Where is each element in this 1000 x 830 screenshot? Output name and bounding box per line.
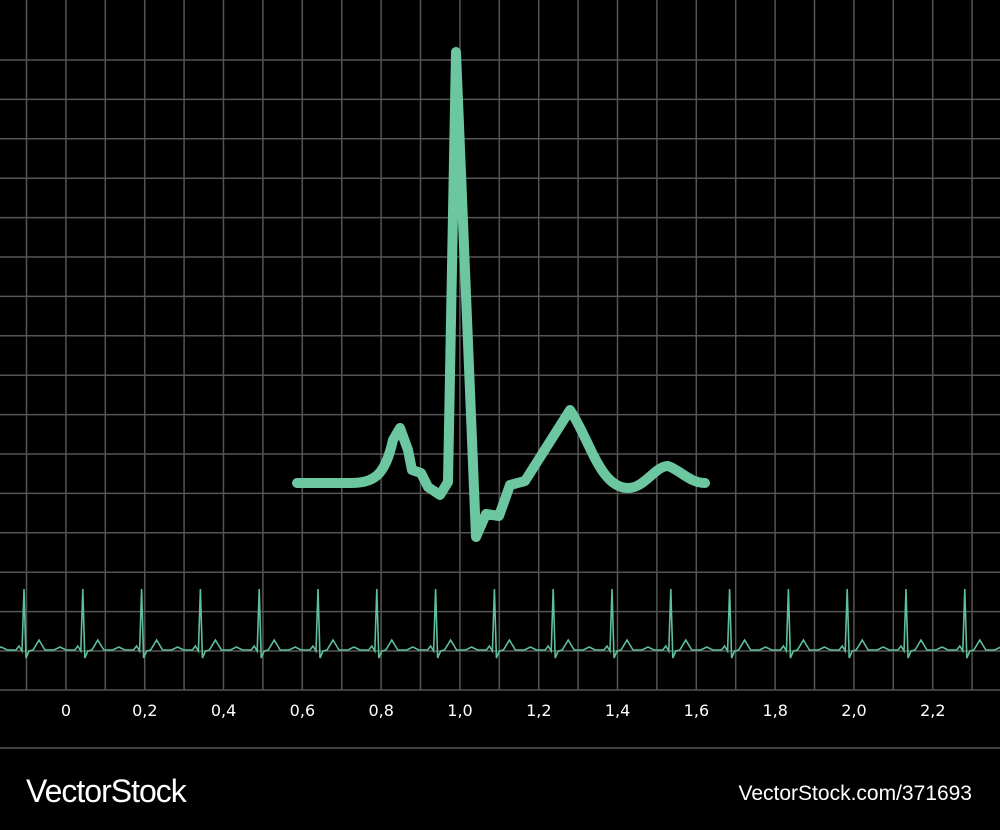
tick-label: 1,0: [447, 701, 472, 720]
ecg-strip: [0, 588, 1000, 659]
tick-label: 2,2: [920, 701, 945, 720]
tick-label: 1,4: [605, 701, 630, 720]
tick-label: 0,2: [132, 701, 157, 720]
brand: VectorStock: [26, 773, 188, 809]
tick-label: 0,6: [290, 701, 315, 720]
tick-label: 0,4: [211, 701, 236, 720]
tick-label: 0: [61, 701, 71, 720]
time-axis: 0 0,2 0,4 0,6 0,8 1,0 1,2 1,4 1,6 1,8 2,0 2,2: [61, 701, 946, 720]
ecg-waveform: [292, 47, 710, 542]
tick-label: 2,0: [841, 701, 866, 720]
stock-id: VectorStock.com/371693: [739, 782, 972, 805]
tick-label: 1,6: [684, 701, 709, 720]
tick-label: 1,8: [762, 701, 787, 720]
footer-bar: [0, 750, 1000, 830]
grid: [0, 0, 1000, 749]
tick-label: 0,8: [368, 701, 393, 720]
tick-label: 1,2: [526, 701, 551, 720]
